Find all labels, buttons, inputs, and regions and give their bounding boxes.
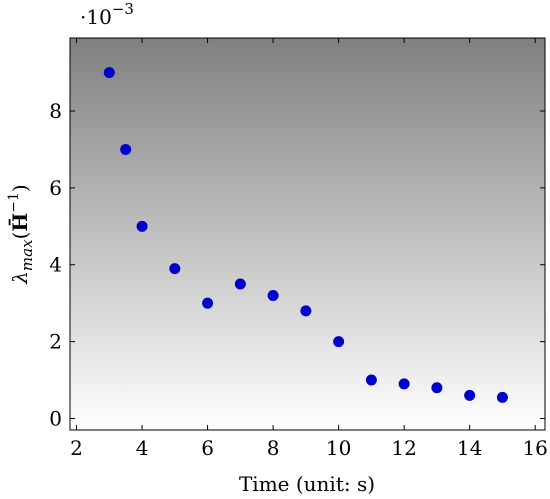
data-point bbox=[234, 278, 246, 290]
y-tick-label: 0 bbox=[49, 406, 62, 430]
data-point bbox=[333, 336, 345, 348]
data-point bbox=[431, 382, 443, 394]
y-axis-label: λmax(H̄−1) bbox=[6, 184, 36, 285]
x-tick-label: 12 bbox=[391, 436, 416, 460]
data-point bbox=[267, 289, 279, 301]
data-point bbox=[365, 374, 377, 386]
data-point bbox=[300, 305, 312, 317]
y-tick-label: 8 bbox=[49, 99, 62, 123]
y-tick-label: 4 bbox=[49, 253, 62, 277]
x-tick-label: 16 bbox=[522, 436, 547, 460]
data-point bbox=[202, 297, 214, 309]
data-point bbox=[120, 143, 132, 155]
data-point bbox=[464, 389, 476, 401]
data-point bbox=[136, 220, 148, 232]
data-point bbox=[398, 378, 410, 390]
plot-area bbox=[70, 38, 545, 430]
x-tick-labels: 2 4 6 8 10 12 14 16 bbox=[70, 436, 548, 460]
x-tick-label: 8 bbox=[267, 436, 280, 460]
axis-ticks bbox=[70, 38, 545, 430]
x-tick-label: 4 bbox=[136, 436, 149, 460]
x-axis-label: Time (unit: s) bbox=[239, 472, 375, 496]
x-tick-label: 10 bbox=[326, 436, 351, 460]
x-tick-label: 14 bbox=[457, 436, 482, 460]
x-tick-label: 2 bbox=[70, 436, 83, 460]
data-points bbox=[103, 67, 508, 403]
data-point bbox=[103, 67, 115, 79]
x-tick-label: 6 bbox=[201, 436, 214, 460]
y-scale-multiplier: ·10−3 bbox=[80, 0, 134, 29]
y-tick-label: 6 bbox=[49, 176, 62, 200]
y-tick-labels: 0 2 4 6 8 bbox=[49, 99, 62, 430]
data-point bbox=[496, 391, 508, 403]
y-tick-label: 2 bbox=[49, 330, 62, 354]
plot-frame bbox=[69, 37, 546, 431]
data-point bbox=[169, 263, 181, 275]
